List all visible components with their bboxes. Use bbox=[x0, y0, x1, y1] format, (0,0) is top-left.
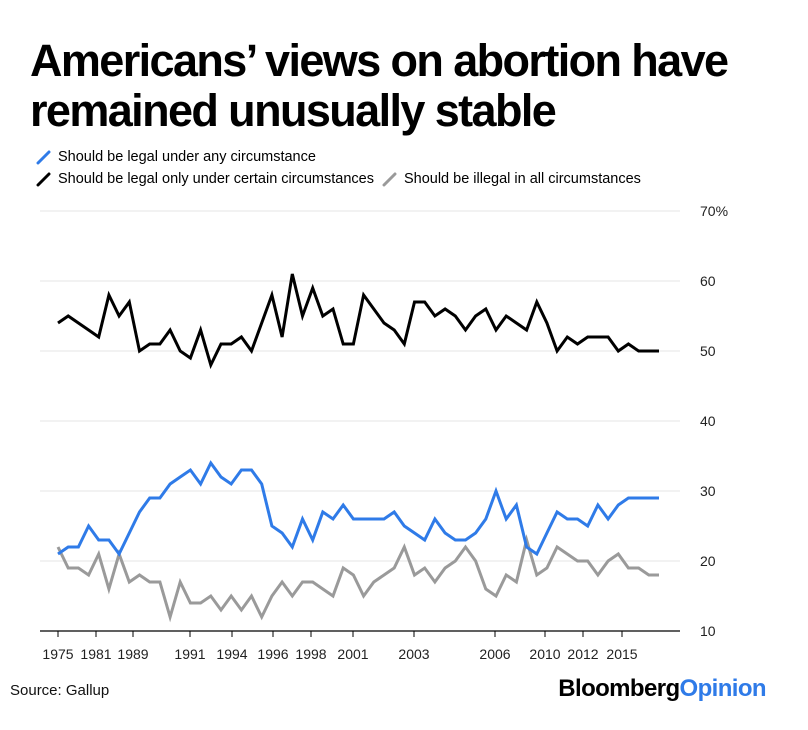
x-tick-label: 2010 bbox=[529, 646, 560, 662]
gridlines bbox=[40, 210, 680, 562]
series-line-legal-certain bbox=[57, 273, 659, 370]
brand-logo-opinion: Opinion bbox=[679, 675, 767, 702]
x-tick-label: 2003 bbox=[398, 646, 429, 662]
x-tick-label: 1996 bbox=[257, 646, 288, 662]
y-tick-label: 10 bbox=[700, 623, 716, 639]
source-note: Source: Gallup bbox=[10, 682, 110, 699]
x-tick-label: 1991 bbox=[174, 646, 205, 662]
y-axis-ticks: 10 20 30 40 50 60 70% bbox=[700, 203, 728, 639]
y-tick-label: 70% bbox=[700, 203, 728, 219]
y-tick-label: 30 bbox=[700, 483, 716, 499]
x-tick-label: 1981 bbox=[80, 646, 111, 662]
brand-logo-bloomberg: Bloomberg bbox=[558, 675, 680, 702]
legend-swatch-illegal-all bbox=[382, 172, 397, 187]
x-axis: 1975 1981 1989 1991 1994 1996 1998 2001 2003 2006… bbox=[40, 630, 680, 662]
x-tick-label: 2012 bbox=[567, 646, 598, 662]
y-tick-label: 40 bbox=[700, 413, 716, 429]
x-tick-label: 1994 bbox=[216, 646, 247, 662]
legend-row-1: Should be legal under any circumstance bbox=[36, 146, 796, 168]
series-line-legal-any bbox=[57, 460, 659, 557]
x-tick-label: 1989 bbox=[117, 646, 148, 662]
x-tick-label: 2001 bbox=[337, 646, 368, 662]
chart-title: Americans’ views on abortion have remain… bbox=[30, 35, 729, 136]
legend-label-legal-any: Should be legal under any circumstance bbox=[58, 149, 316, 165]
legend-label-legal-certain: Should be legal only under certain circu… bbox=[58, 171, 374, 187]
legend-swatch-legal-any bbox=[36, 150, 51, 165]
y-tick-label: 20 bbox=[700, 553, 716, 569]
x-tick-label: 1998 bbox=[295, 646, 326, 662]
legend-item-legal-certain: Should be legal only under certain circu… bbox=[36, 168, 374, 190]
legend-item-legal-any: Should be legal under any circumstance bbox=[36, 146, 316, 168]
x-tick-label: 2015 bbox=[606, 646, 637, 662]
legend-swatch-legal-certain bbox=[36, 172, 51, 187]
series-lines bbox=[56, 273, 659, 623]
y-tick-label: 50 bbox=[700, 343, 716, 359]
legend-item-illegal-all: Should be illegal in all circumstances bbox=[382, 168, 641, 190]
legend-label-illegal-all: Should be illegal in all circumstances bbox=[403, 171, 641, 187]
brand-logo: BloombergOpinion bbox=[558, 675, 766, 703]
legend-row-2: Should be legal only under certain circu… bbox=[36, 168, 796, 190]
y-tick-label: 60 bbox=[700, 273, 716, 289]
series-line-illegal-all bbox=[56, 534, 659, 623]
x-tick-label: 2006 bbox=[479, 646, 510, 662]
x-tick-label: 1975 bbox=[42, 646, 73, 662]
legend: Should be legal under any circumstance S… bbox=[36, 146, 796, 190]
